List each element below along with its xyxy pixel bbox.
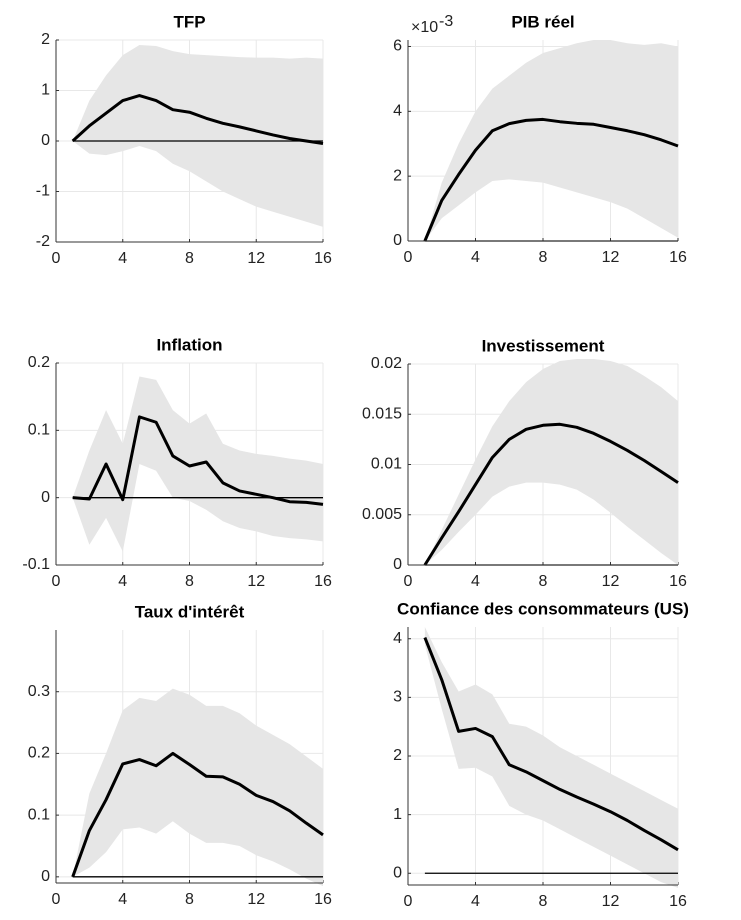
- subplot: 0 0.1 0.2 0.3 0 4 8 12 16 Taux d'intérêt: [28, 602, 332, 908]
- x-tick-label: 0: [404, 573, 413, 590]
- x-tick-label: 16: [314, 891, 332, 908]
- x-tick-label: 4: [471, 893, 480, 910]
- x-tick-label: 4: [471, 249, 480, 266]
- x-tick-label: 16: [314, 573, 332, 590]
- x-tick-label: 4: [118, 891, 127, 908]
- y-tick-label: 0.005: [362, 506, 402, 523]
- y-tick-label: -0.1: [22, 556, 50, 573]
- x-tick-label: 0: [52, 891, 61, 908]
- x-tick-label: 8: [185, 891, 194, 908]
- confidence-band: [424, 358, 678, 565]
- confidence-band: [424, 627, 678, 888]
- response-line: [71, 751, 324, 878]
- x-tick-label: 8: [539, 573, 548, 590]
- y-tick-label: 3: [393, 689, 402, 706]
- y-tick-label: 0.01: [371, 456, 402, 473]
- confidence-band: [72, 45, 323, 227]
- y-tick-label: 0: [393, 232, 402, 249]
- x-tick-label: 8: [539, 893, 548, 910]
- y-tick-label: 4: [393, 103, 402, 120]
- x-tick-label: 0: [404, 249, 413, 266]
- x-tick-label: 12: [247, 250, 265, 267]
- x-tick-label: 16: [669, 249, 687, 266]
- x-tick-label: 16: [669, 893, 687, 910]
- response-line: [423, 117, 679, 242]
- y-tick-label: 2: [41, 31, 50, 48]
- x-tick-label: 8: [185, 250, 194, 267]
- axis-multiplier: ×10: [411, 19, 438, 36]
- y-tick-label: 0: [393, 556, 402, 573]
- y-tick-label: 6: [393, 38, 402, 55]
- response-line: [423, 636, 679, 852]
- x-tick-label: 12: [247, 573, 265, 590]
- x-tick-label: 12: [602, 573, 620, 590]
- response-line: [423, 422, 679, 566]
- y-tick-label: 0.2: [28, 745, 50, 762]
- y-tick-label: 2: [393, 167, 402, 184]
- y-tick-label: 0: [41, 132, 50, 149]
- y-tick-label: -2: [36, 233, 50, 250]
- y-tick-label: -1: [36, 183, 50, 200]
- subplot-title: Confiance des consommateurs (US): [397, 599, 689, 618]
- x-tick-label: 12: [602, 249, 620, 266]
- y-tick-label: 0.015: [362, 405, 402, 422]
- x-tick-label: 12: [602, 893, 620, 910]
- y-tick-label: 0: [41, 868, 50, 885]
- x-tick-label: 8: [539, 249, 548, 266]
- x-tick-label: 16: [314, 250, 332, 267]
- y-tick-label: 1: [393, 806, 402, 823]
- y-tick-label: 1: [41, 82, 50, 99]
- x-tick-label: 4: [118, 250, 127, 267]
- subplot: 0 2 4 6 0 4 8 12 16 PIB réel ×10 -3: [393, 12, 687, 266]
- x-tick-label: 4: [471, 573, 480, 590]
- y-tick-label: 2: [393, 747, 402, 764]
- y-tick-label: 0.1: [28, 422, 50, 439]
- x-tick-label: 0: [52, 250, 61, 267]
- y-tick-label: 0: [41, 489, 50, 506]
- y-tick-label: 0.1: [28, 806, 50, 823]
- y-tick-label: 0: [393, 864, 402, 881]
- subplot-title: Investissement: [482, 336, 605, 355]
- subplot-title: Inflation: [156, 335, 222, 354]
- subplot-title: Taux d'intérêt: [135, 602, 245, 621]
- x-tick-label: 8: [185, 573, 194, 590]
- axis-multiplier-exponent: -3: [439, 13, 453, 30]
- y-tick-label: 4: [393, 630, 402, 647]
- x-tick-label: 0: [52, 573, 61, 590]
- response-line: [71, 94, 324, 146]
- y-tick-label: 0.02: [371, 355, 402, 372]
- x-tick-label: 16: [669, 573, 687, 590]
- y-tick-label: 0.2: [28, 354, 50, 371]
- y-tick-label: 0.3: [28, 683, 50, 700]
- confidence-band: [72, 688, 323, 887]
- subplot-title: PIB réel: [511, 12, 574, 31]
- x-tick-label: 4: [118, 573, 127, 590]
- x-tick-label: 12: [247, 891, 265, 908]
- subplot: 0 0.005 0.01 0.015 0.02 0 4 8 12 16 Investissement: [362, 336, 687, 590]
- response-line: [72, 415, 324, 506]
- x-tick-label: 0: [404, 893, 413, 910]
- confidence-band: [424, 40, 678, 241]
- subplot-title: TFP: [173, 12, 205, 31]
